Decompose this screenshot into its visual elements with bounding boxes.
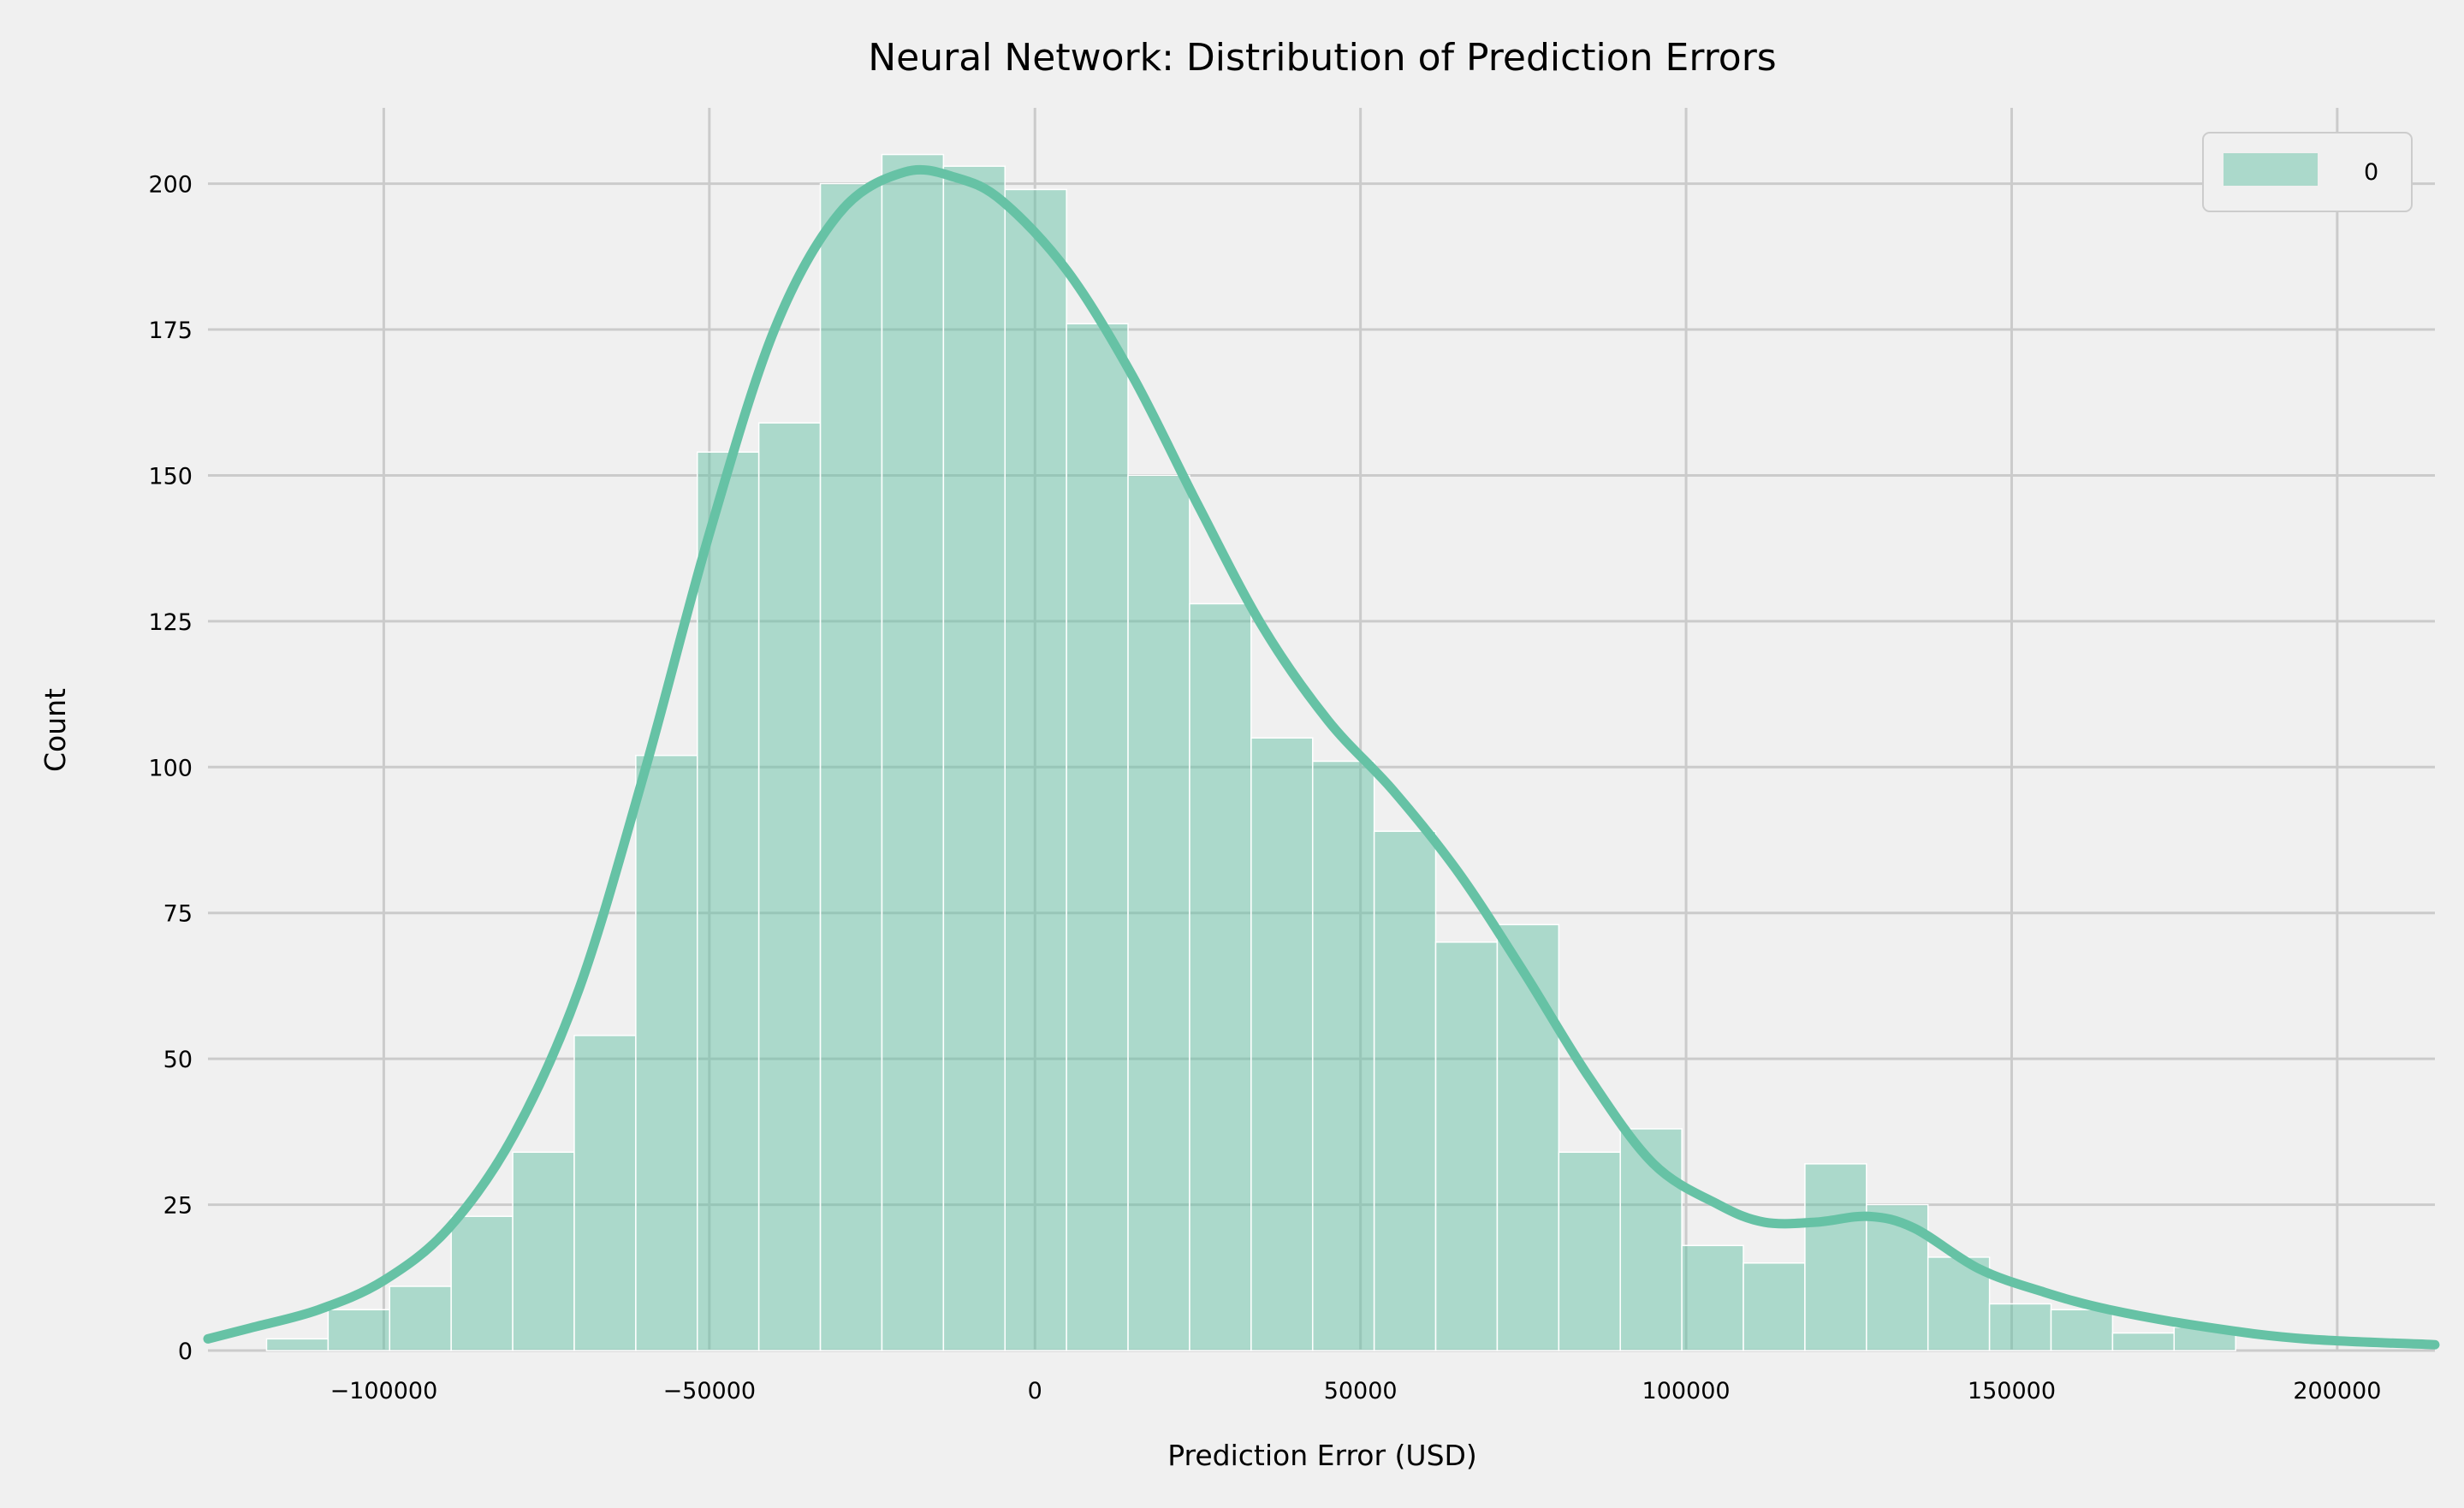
y-tick-label: 50 bbox=[163, 1047, 193, 1073]
histogram-bar bbox=[512, 1151, 575, 1351]
histogram-bar bbox=[1127, 474, 1190, 1351]
y-tick-label: 75 bbox=[163, 901, 193, 928]
chart-title: Neural Network: Distribution of Predicti… bbox=[868, 36, 1776, 80]
x-tick-label: 0 bbox=[1028, 1378, 1042, 1404]
histogram-bar bbox=[1066, 323, 1129, 1351]
legend-swatch bbox=[2224, 153, 2318, 186]
histogram-bar bbox=[2050, 1309, 2114, 1351]
x-tick-labels: −100000 −50000 0 50000 100000 150000 200000 bbox=[330, 1378, 2382, 1404]
x-tick-label: 150000 bbox=[1968, 1378, 2056, 1404]
histogram-bar bbox=[1434, 941, 1499, 1351]
x-tick-label: 50000 bbox=[1324, 1378, 1398, 1404]
histogram-bar bbox=[881, 153, 945, 1351]
histogram-bar bbox=[1373, 830, 1437, 1351]
y-tick-label: 100 bbox=[148, 755, 193, 781]
histogram-bar bbox=[1496, 923, 1560, 1351]
kde-line bbox=[203, 164, 2440, 1350]
x-tick-label: 200000 bbox=[2293, 1378, 2381, 1404]
histogram-bar bbox=[2111, 1332, 2176, 1351]
y-tick-label: 175 bbox=[148, 318, 193, 344]
legend-entry-label: 0 bbox=[2364, 159, 2378, 186]
x-axis-label: Prediction Error (USD) bbox=[1167, 1439, 1477, 1472]
y-axis-label: Count bbox=[39, 688, 72, 772]
histogram-bar bbox=[1988, 1303, 2052, 1351]
y-tick-label: 25 bbox=[163, 1193, 193, 1220]
histogram-bar bbox=[327, 1309, 391, 1351]
histogram-bar bbox=[1743, 1262, 1806, 1351]
histogram-bar bbox=[265, 1338, 330, 1351]
histogram-bar bbox=[635, 754, 698, 1351]
y-tick-label: 200 bbox=[148, 172, 193, 199]
histogram-bar bbox=[573, 1035, 637, 1351]
y-tick-labels: 0 25 50 75 100 125 150 175 200 bbox=[148, 172, 193, 1365]
legend: 0 bbox=[2202, 132, 2413, 212]
histogram-bar bbox=[389, 1285, 452, 1351]
histogram-bar bbox=[757, 422, 822, 1351]
histogram-bar bbox=[1681, 1244, 1744, 1351]
y-tick-label: 150 bbox=[148, 463, 193, 490]
histogram-bar bbox=[450, 1215, 514, 1351]
histogram-bars bbox=[265, 153, 2236, 1351]
x-tick-label: −50000 bbox=[663, 1378, 757, 1404]
x-tick-label: 100000 bbox=[1642, 1378, 1731, 1404]
histogram-bar bbox=[1004, 188, 1067, 1351]
x-tick-label: −100000 bbox=[330, 1378, 438, 1404]
histogram-bar bbox=[819, 182, 883, 1351]
histogram-bar bbox=[1250, 737, 1314, 1351]
histogram-bar bbox=[1804, 1163, 1867, 1351]
histogram-bar bbox=[942, 165, 1006, 1351]
kde-curve bbox=[203, 164, 2440, 1350]
histogram-bar bbox=[1311, 760, 1375, 1351]
y-tick-label: 125 bbox=[148, 609, 193, 636]
histogram-bar bbox=[1558, 1151, 1621, 1351]
y-tick-label: 0 bbox=[178, 1339, 193, 1365]
histogram-bar bbox=[697, 451, 760, 1351]
histogram-bar bbox=[1189, 603, 1252, 1351]
